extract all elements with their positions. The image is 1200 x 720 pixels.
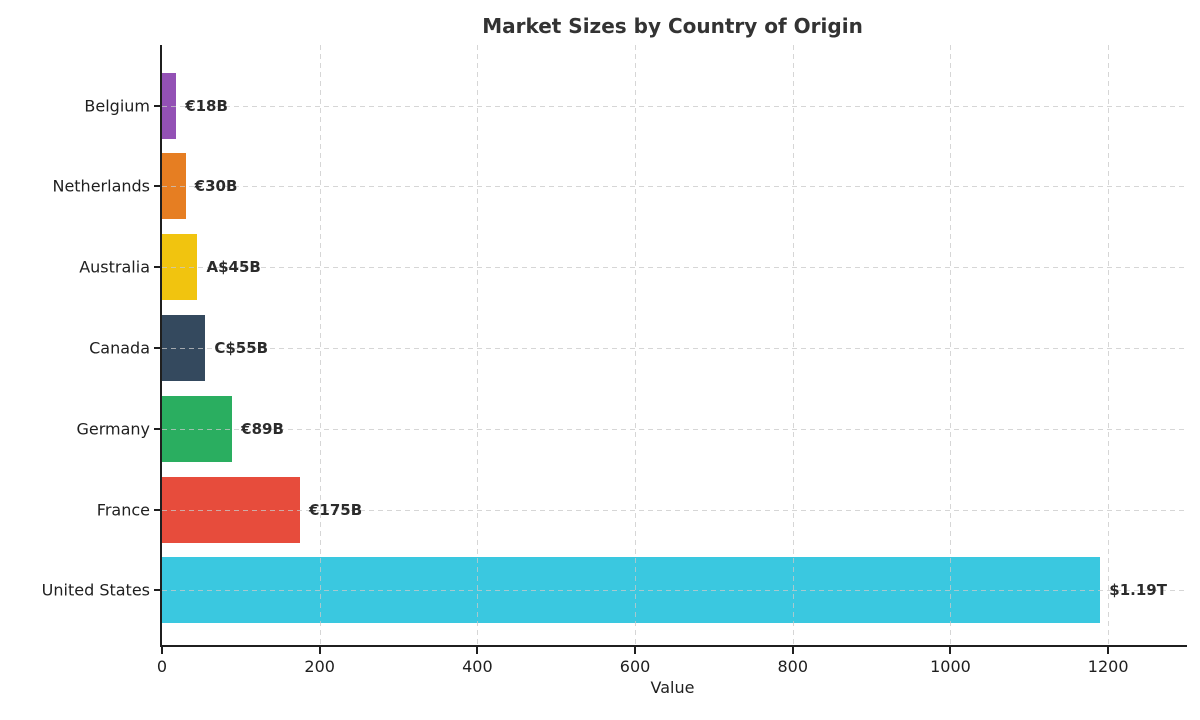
x-tick xyxy=(318,647,321,654)
y-tick xyxy=(154,589,161,592)
v-gridline xyxy=(477,45,479,645)
y-tick xyxy=(154,508,161,511)
x-tick xyxy=(161,647,163,654)
x-tick xyxy=(476,647,479,654)
h-gridline xyxy=(162,186,1187,188)
bar-value-label: C$55B xyxy=(214,339,269,357)
x-axis-label: Value xyxy=(650,678,695,697)
x-tick-label: 1200 xyxy=(1087,657,1129,676)
y-tick-label: Australia xyxy=(79,257,150,277)
v-gridline xyxy=(1108,45,1110,645)
y-tick-label: Canada xyxy=(89,338,150,358)
x-tick-label: 200 xyxy=(304,657,335,676)
bar-value-label: €175B xyxy=(308,500,363,519)
x-tick-label: 600 xyxy=(619,657,651,676)
x-tick xyxy=(949,647,952,654)
v-gridline xyxy=(319,45,321,645)
plot-area: Belgium Netherlands Australia Canada Germany… xyxy=(42,45,1187,676)
x-tick-label: 0 xyxy=(156,657,168,676)
bar-value-label: A$45B xyxy=(206,258,261,277)
y-tick-label: United States xyxy=(41,580,150,600)
bar-value-label: €30B xyxy=(194,177,238,196)
y-tick-label: Belgium xyxy=(84,96,150,116)
x-tick-label: 800 xyxy=(777,657,809,676)
x-tick-label: 400 xyxy=(462,657,493,676)
x-tick xyxy=(634,647,637,654)
bar-value-label: €18B xyxy=(185,96,228,115)
x-tick-label: 1000 xyxy=(930,657,971,676)
h-gridline xyxy=(162,348,1187,349)
y-tick-label: Germany xyxy=(76,419,150,439)
y-tick xyxy=(154,347,161,349)
h-gridline xyxy=(162,267,1187,269)
h-gridline xyxy=(162,509,1187,511)
y-tick xyxy=(154,185,161,188)
h-gridline xyxy=(162,105,1187,107)
y-tick xyxy=(154,104,161,107)
bar-value-label: $1.19T xyxy=(1109,581,1167,600)
v-gridline xyxy=(635,45,637,645)
h-gridline xyxy=(162,428,1187,430)
h-gridline xyxy=(162,590,1187,592)
v-gridline xyxy=(792,45,794,645)
x-tick xyxy=(1107,647,1110,654)
y-tick xyxy=(154,427,161,430)
chart-title: Market Sizes by Country of Origin xyxy=(482,14,863,38)
v-gridline xyxy=(950,45,952,645)
y-tick-label: Netherlands xyxy=(52,176,150,196)
y-tick-label: France xyxy=(96,500,150,520)
y-tick xyxy=(154,266,161,269)
x-tick xyxy=(791,647,794,654)
bar-value-label: €89B xyxy=(241,419,284,438)
